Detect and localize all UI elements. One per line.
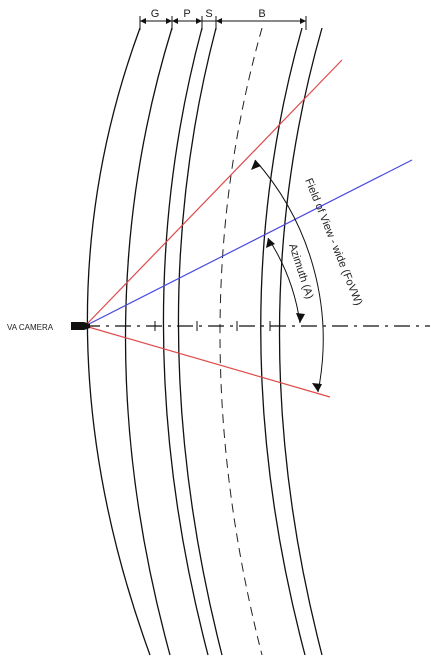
dimension-arrow [166,18,172,24]
layer-label-p: P [183,8,190,20]
camera-label: VA CAMERA [7,323,54,332]
layer-dimension-bar [139,16,307,30]
azimuth-ray [84,159,413,327]
dimension-arrow [140,18,146,24]
dimension-arrow [300,18,306,24]
dimension-arrow [172,18,178,24]
fov-arrow-bottom [312,383,322,392]
azimuth-label: Azimuth (A) [286,242,315,300]
curve-dashed [219,27,263,656]
dimension-arrow [196,18,202,24]
fov-arc [254,159,324,393]
camera-icon [71,322,90,330]
layer-label-b: B [258,8,265,20]
layer-label-s: S [205,8,212,20]
curve-1 [86,27,151,656]
azimuth-arrow-bottom [296,313,305,323]
curve-2 [124,27,173,656]
curve-5 [260,27,306,656]
fov-arrow-top [251,160,261,170]
curve-3 [162,27,209,656]
fov-upper-ray [84,59,343,327]
fov-lower-ray [84,325,331,398]
axis-ticks [154,321,271,331]
curve-4 [177,27,223,656]
azimuth-arrow-top [266,238,275,248]
layer-curves [86,27,323,656]
dimension-arrow [216,18,222,24]
curve-6 [278,27,323,656]
layer-label-g: G [151,8,160,20]
